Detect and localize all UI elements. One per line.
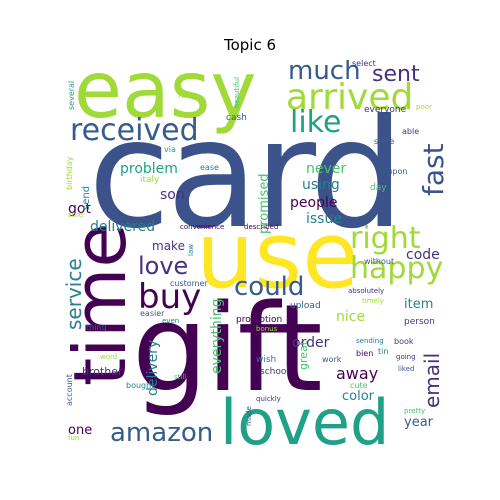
word-account: account <box>65 374 74 406</box>
word-away: away <box>336 364 379 383</box>
word-pretty: pretty <box>404 407 426 415</box>
word-school: school <box>260 367 289 377</box>
word-issue: issue <box>306 211 342 227</box>
word-book: book <box>394 337 414 346</box>
word-nice: nice <box>336 309 366 325</box>
word-still: still <box>174 373 187 381</box>
word-made: made <box>245 406 253 426</box>
word-cloud: card easy gift use time loved arrived re… <box>60 60 448 446</box>
word-birthday: birthday <box>65 156 74 190</box>
word-send: send <box>81 185 92 210</box>
word-described: described <box>244 223 279 231</box>
word-via: via <box>164 145 176 154</box>
word-like: like <box>290 105 342 140</box>
word-much: much <box>288 60 361 86</box>
word-code: code <box>406 247 440 263</box>
word-everyone: everyone <box>364 105 407 115</box>
word-year: year <box>404 415 434 430</box>
word-poor: poor <box>416 103 432 111</box>
word-got: got <box>68 201 91 217</box>
word-arrived: arrived <box>286 77 414 118</box>
word-never: never <box>306 161 347 177</box>
word-problem: problem <box>120 161 178 177</box>
word-fee: fee <box>178 91 191 100</box>
word-able: able <box>402 127 420 136</box>
word-even: even <box>162 317 180 325</box>
word-using: using <box>302 177 340 193</box>
word-quickly: quickly <box>256 395 281 403</box>
word-item: item <box>404 297 434 312</box>
word-beautiful: beautiful <box>233 76 241 108</box>
word-timely: timely <box>362 297 384 305</box>
word-received: received <box>70 113 199 148</box>
word-card: card <box>88 88 405 262</box>
word-amazon: amazon <box>110 418 214 446</box>
word-son: son <box>160 187 185 203</box>
word-make: make <box>152 239 185 253</box>
word-going: going <box>396 353 416 361</box>
word-ease: ease <box>200 163 219 172</box>
word-great: great <box>297 340 310 370</box>
word-bonus: bonus <box>256 325 278 333</box>
word-easy: easy <box>74 60 257 136</box>
word-absolutely: absolutely <box>348 287 385 295</box>
word-coupon: coupon <box>378 167 408 176</box>
word-wish: wish <box>256 355 277 365</box>
word-store: store <box>374 137 395 146</box>
word-one: one <box>68 423 93 438</box>
word-love: love <box>138 252 189 280</box>
word-service: service <box>62 258 86 330</box>
word-order: order <box>292 335 330 351</box>
word-work: work <box>322 355 342 364</box>
word-could: could <box>234 272 305 302</box>
word-fun: fun <box>68 434 80 442</box>
word-word: word <box>100 353 118 361</box>
word-upload: upload <box>290 301 321 311</box>
word-cash: cash <box>226 113 247 123</box>
word-without: without <box>364 257 395 266</box>
word-bien: bien <box>356 349 374 358</box>
word-promotion: promotion <box>236 315 283 325</box>
word-thing: thing <box>86 323 107 332</box>
word-day: day <box>370 183 387 193</box>
word-convenience: convenience <box>180 223 225 231</box>
word-use: use <box>196 202 359 309</box>
word-several: several <box>67 80 76 110</box>
word-bought: bought <box>126 381 155 390</box>
word-people: people <box>290 195 338 211</box>
word-sure: sure <box>68 211 84 219</box>
word-buy: buy <box>138 277 202 317</box>
word-easier: easier <box>140 309 165 318</box>
word-customer: customer <box>170 279 208 288</box>
word-happy: happy <box>350 251 444 286</box>
word-tin: tin <box>378 347 389 356</box>
word-cute: cute <box>350 381 368 390</box>
word-loved: loved <box>220 386 390 447</box>
word-color: color <box>342 389 375 404</box>
word-fast: fast <box>417 143 448 196</box>
word-everything: everything <box>209 298 225 374</box>
word-brother: brother <box>82 365 123 378</box>
word-email: email <box>420 352 444 408</box>
word-right: right <box>350 221 421 256</box>
word-sent: sent <box>372 62 420 87</box>
word-person: person <box>404 317 435 327</box>
word-liked: liked <box>398 365 415 373</box>
word-delivered: delivered <box>90 219 156 235</box>
plot-title: Topic 6 <box>223 36 277 54</box>
word-gift: gift <box>132 280 323 419</box>
word-law: law <box>187 244 195 256</box>
word-sending: sending <box>356 337 384 345</box>
word-select: select <box>352 60 376 68</box>
word-italy: italy <box>140 175 160 185</box>
